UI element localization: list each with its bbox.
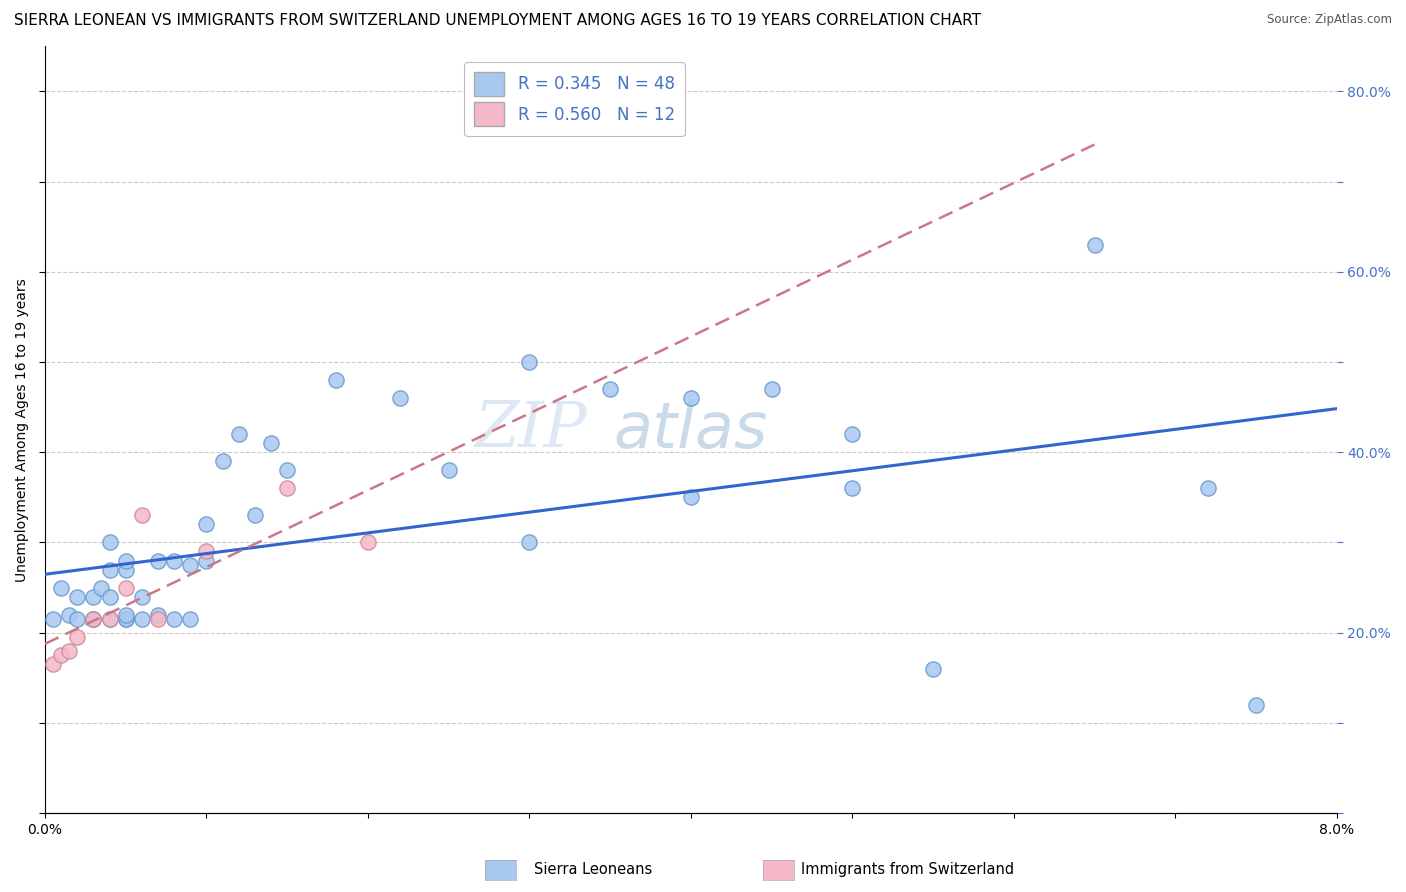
Point <box>98 612 121 626</box>
Point <box>1244 698 1267 712</box>
Point <box>98 590 121 604</box>
Point <box>146 612 169 626</box>
Point <box>195 517 218 532</box>
Point <box>131 612 153 626</box>
Point <box>519 535 541 549</box>
Point <box>82 612 104 626</box>
Point <box>179 558 201 572</box>
Text: Immigrants from Switzerland: Immigrants from Switzerland <box>801 863 1015 877</box>
Text: Source: ZipAtlas.com: Source: ZipAtlas.com <box>1267 13 1392 27</box>
Point <box>179 612 201 626</box>
Text: ZIP: ZIP <box>475 399 588 460</box>
Point <box>389 391 412 405</box>
Point <box>260 436 283 450</box>
Point <box>82 612 104 626</box>
Point <box>90 581 112 595</box>
Point <box>437 463 460 477</box>
Point <box>114 607 136 622</box>
Point <box>146 607 169 622</box>
Point <box>42 657 65 672</box>
Point <box>98 612 121 626</box>
Point <box>761 382 783 396</box>
Point <box>66 590 89 604</box>
Point <box>1197 481 1219 495</box>
Point <box>195 553 218 567</box>
Point <box>163 612 186 626</box>
Point <box>211 454 233 468</box>
Point <box>114 612 136 626</box>
Point <box>519 355 541 369</box>
Point <box>98 535 121 549</box>
Point <box>243 508 266 523</box>
Point <box>98 562 121 576</box>
Point <box>195 544 218 558</box>
Point <box>146 553 169 567</box>
Point <box>114 581 136 595</box>
Point <box>679 491 702 505</box>
Point <box>66 630 89 644</box>
Point <box>58 607 80 622</box>
Point <box>49 581 72 595</box>
Point <box>49 648 72 663</box>
Point <box>42 612 65 626</box>
Point <box>841 427 863 442</box>
Point <box>1083 237 1105 252</box>
Text: atlas: atlas <box>613 399 768 460</box>
Point <box>82 612 104 626</box>
Text: Sierra Leoneans: Sierra Leoneans <box>534 863 652 877</box>
Point <box>679 391 702 405</box>
Point <box>163 553 186 567</box>
Legend: R = 0.345   N = 48, R = 0.560   N = 12: R = 0.345 N = 48, R = 0.560 N = 12 <box>464 62 685 136</box>
Point <box>357 535 380 549</box>
Point <box>841 481 863 495</box>
Point <box>114 553 136 567</box>
Point <box>131 590 153 604</box>
Point <box>66 612 89 626</box>
Point <box>114 612 136 626</box>
Point <box>228 427 250 442</box>
Text: SIERRA LEONEAN VS IMMIGRANTS FROM SWITZERLAND UNEMPLOYMENT AMONG AGES 16 TO 19 Y: SIERRA LEONEAN VS IMMIGRANTS FROM SWITZE… <box>14 13 981 29</box>
Point <box>325 373 347 387</box>
Point <box>276 481 298 495</box>
Y-axis label: Unemployment Among Ages 16 to 19 years: Unemployment Among Ages 16 to 19 years <box>15 277 30 582</box>
Point <box>114 562 136 576</box>
Point <box>131 508 153 523</box>
Point <box>82 590 104 604</box>
Point <box>922 662 945 676</box>
Point <box>276 463 298 477</box>
Point <box>58 644 80 658</box>
Point <box>599 382 621 396</box>
